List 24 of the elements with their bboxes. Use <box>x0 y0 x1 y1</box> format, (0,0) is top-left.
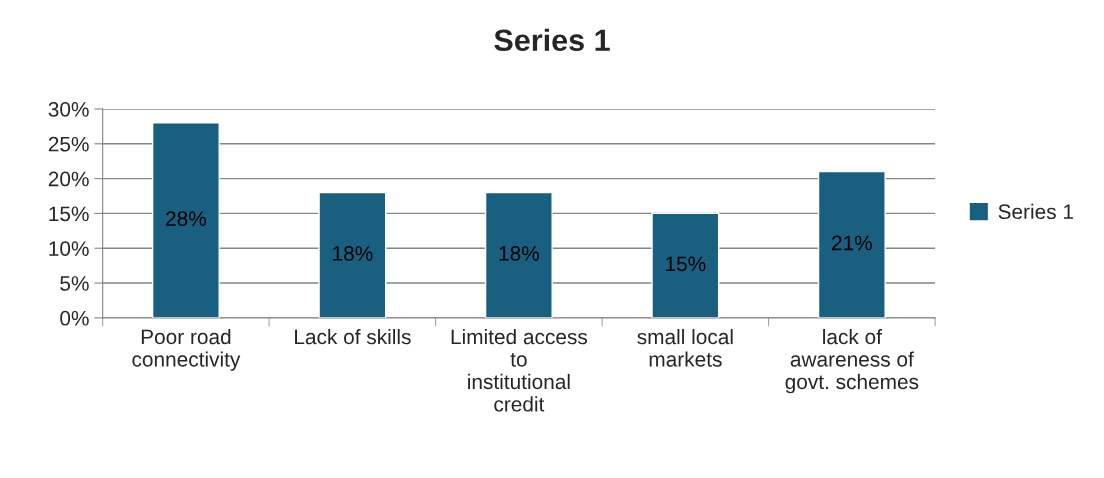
chart-title: Series 1 <box>494 28 610 52</box>
x-tick-label: Limited access to institutional credit <box>451 328 588 412</box>
bar <box>651 212 720 318</box>
y-tick-label: 20% <box>48 171 89 187</box>
x-tick-label: lack of awareness of govt. schemes <box>785 328 919 394</box>
data-label: 28% <box>166 211 207 226</box>
x-tick-label: small local markets <box>637 328 733 367</box>
data-label: 21% <box>832 235 872 251</box>
x-tick-label: Poor road connectivity <box>132 328 241 371</box>
data-label: 15% <box>666 256 706 272</box>
bar <box>817 170 886 318</box>
y-tick-label: 25% <box>48 136 89 152</box>
y-tick-label: 5% <box>60 276 89 291</box>
y-tick-label: 15% <box>49 206 89 222</box>
bar <box>151 122 220 318</box>
y-tick-label: 0% <box>60 310 89 326</box>
bar <box>318 191 387 318</box>
data-label: 18% <box>333 246 373 261</box>
y-tick-label: 10% <box>49 241 89 256</box>
data-label: 18% <box>499 246 539 261</box>
y-tick-label: 30% <box>48 101 89 117</box>
x-tick-label: Lack of skills <box>295 328 411 345</box>
legend-label: Series 1 <box>998 203 1073 220</box>
bar <box>484 191 553 318</box>
